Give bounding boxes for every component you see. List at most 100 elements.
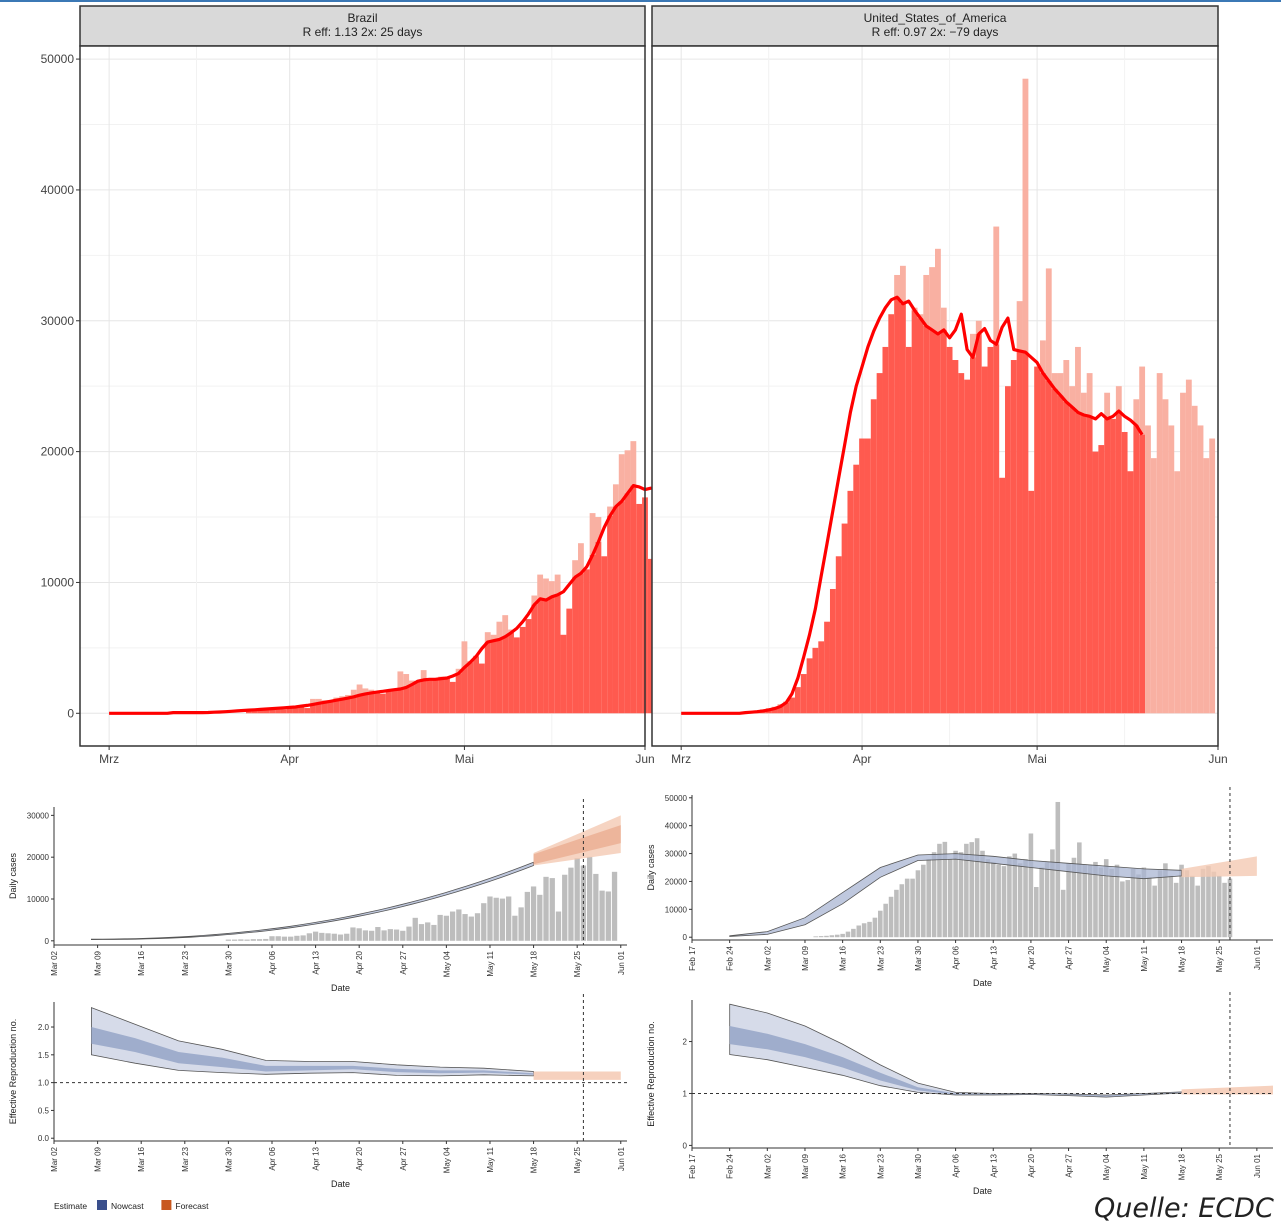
bar <box>392 690 398 714</box>
bar-excess <box>1046 268 1052 381</box>
bar-excess <box>894 275 900 297</box>
bar <box>1088 865 1093 938</box>
x-tick-label: Apr 13 <box>989 945 998 969</box>
bar <box>363 930 368 940</box>
bar <box>332 934 337 941</box>
bar <box>438 679 444 714</box>
bar <box>403 687 409 713</box>
y-tick-label: 0 <box>67 706 74 720</box>
x-tick-label: May 04 <box>442 1146 451 1173</box>
x-tick-label: Mar 02 <box>763 1153 772 1178</box>
bar <box>575 858 580 941</box>
bar <box>906 347 912 713</box>
bar <box>549 597 555 713</box>
bar <box>415 682 421 713</box>
x-axis-title: Date <box>973 1186 992 1196</box>
bar <box>1116 411 1122 713</box>
x-tick-label: Apr <box>853 752 872 766</box>
bar <box>601 556 607 713</box>
bar <box>226 940 231 941</box>
bar <box>830 935 835 937</box>
y-axis-title: Effective Reproduction no. <box>8 1019 18 1124</box>
y-tick-label: 40000 <box>41 183 75 197</box>
bar <box>1063 402 1069 713</box>
bar-excess <box>923 275 929 326</box>
bar <box>578 573 584 713</box>
bar-excess <box>555 575 561 595</box>
bar <box>590 555 596 713</box>
bar <box>400 931 405 941</box>
bar-excess <box>993 227 999 345</box>
bar <box>1011 360 1017 713</box>
bar-excess <box>1168 425 1174 713</box>
bar <box>1212 872 1217 938</box>
bar <box>1174 883 1179 937</box>
bar <box>350 927 355 940</box>
x-tick-label: Mar 23 <box>876 1153 885 1178</box>
bar-excess <box>397 671 403 689</box>
bar <box>1017 351 1023 713</box>
bar <box>300 935 305 940</box>
bar <box>456 909 461 940</box>
y-tick-label: 2.0 <box>38 1023 50 1032</box>
bar <box>363 694 369 713</box>
bar <box>1120 881 1125 937</box>
x-tick-label: Apr 20 <box>355 1146 364 1170</box>
x-tick-label: May 11 <box>1140 945 1149 971</box>
bar <box>584 569 590 713</box>
y-tick-label: 1 <box>683 1089 688 1098</box>
bar <box>912 310 918 713</box>
bar-excess <box>543 579 549 601</box>
bar <box>959 852 964 937</box>
bar <box>1045 862 1050 937</box>
bar <box>386 691 392 713</box>
x-axis-title: Date <box>331 1179 350 1189</box>
bar <box>789 698 795 714</box>
bar <box>921 865 926 938</box>
bar <box>473 656 479 713</box>
x-tick-label: May 11 <box>486 950 495 976</box>
bar <box>345 698 351 713</box>
bar <box>556 912 561 941</box>
bar <box>801 674 807 713</box>
x-tick-label: Apr 06 <box>952 1153 961 1177</box>
x-tick-label: Feb 24 <box>726 1153 735 1178</box>
bar <box>900 304 906 714</box>
x-tick-label: Mar 09 <box>801 1153 810 1178</box>
bar <box>948 859 953 937</box>
bar <box>991 862 996 937</box>
bar <box>450 912 455 941</box>
bar <box>288 937 293 941</box>
bar <box>625 493 631 713</box>
reff-outer-band <box>91 1008 533 1076</box>
y-tick-label: 30000 <box>665 850 688 859</box>
bar-excess <box>1180 393 1186 714</box>
bar <box>1077 842 1082 937</box>
bar <box>444 916 449 941</box>
x-tick-label: Jun 01 <box>1253 1153 1262 1178</box>
x-tick-label: Mar 02 <box>50 950 59 975</box>
bar-excess <box>1145 425 1151 713</box>
y-tick-label: 10000 <box>665 905 688 914</box>
bar <box>636 504 642 713</box>
bar <box>487 896 492 940</box>
bar <box>276 936 281 941</box>
bar <box>1023 352 1029 713</box>
bar <box>935 334 941 713</box>
bar <box>462 667 468 713</box>
bar <box>882 347 888 713</box>
x-tick-label: Mrz <box>671 752 691 766</box>
bar <box>807 658 813 713</box>
bar <box>339 699 345 713</box>
bar <box>475 913 480 941</box>
x-tick-label: May 04 <box>1102 945 1111 972</box>
x-tick-label: May 04 <box>1102 1153 1111 1180</box>
y-tick-label: 0.0 <box>38 1134 50 1143</box>
bar-excess <box>1203 458 1209 713</box>
bar <box>1190 876 1195 937</box>
x-tick-label: Apr 20 <box>355 950 364 974</box>
bar <box>1133 425 1139 713</box>
bar <box>970 357 976 713</box>
